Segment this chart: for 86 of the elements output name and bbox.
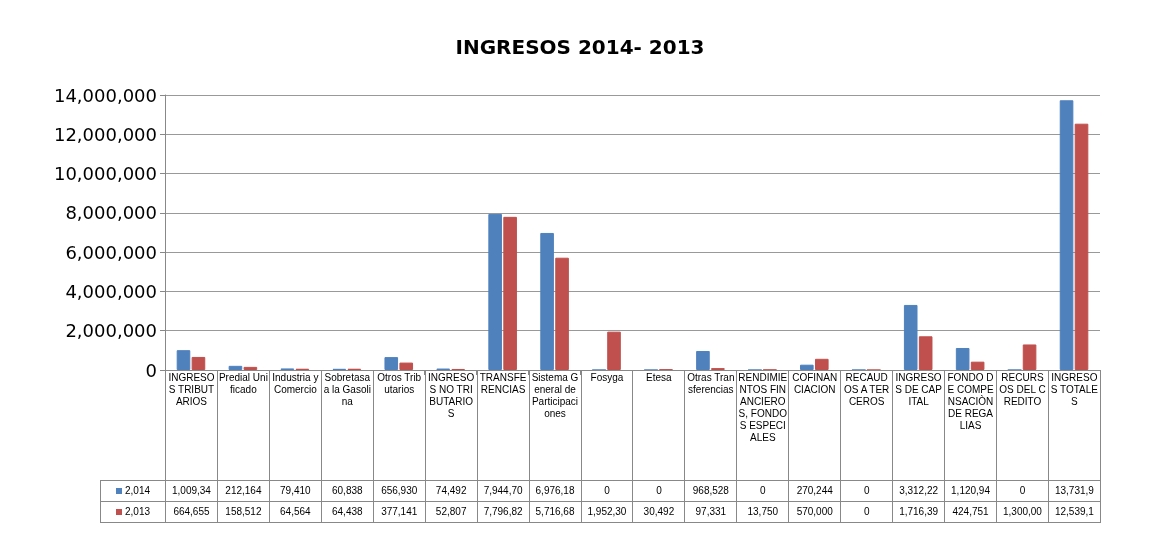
data-label: 1,300,00 xyxy=(996,501,1049,523)
data-label: 1,009,34 xyxy=(165,480,218,502)
y-tick-label: 2,000,000 xyxy=(65,320,157,342)
x-tick-label: Sobretasa a la Gasolina xyxy=(321,370,374,481)
data-label: 13,750 xyxy=(736,501,789,523)
data-label: 60,838 xyxy=(321,480,374,502)
y-tick-label: 10,000,000 xyxy=(53,163,157,185)
data-label: 377,141 xyxy=(373,501,426,523)
data-label: 158,512 xyxy=(217,501,270,523)
bar xyxy=(918,336,933,370)
data-label: 12,539,1 xyxy=(1048,501,1101,523)
chart-title: INGRESOS 2014- 2013 xyxy=(455,35,705,59)
data-label: 64,564 xyxy=(269,501,322,523)
bar xyxy=(191,356,206,370)
x-tick-label: Otros Tributarios xyxy=(373,370,426,481)
data-label: 52,807 xyxy=(425,501,478,523)
y-tick-label: 0 xyxy=(145,359,157,381)
data-label: 0 xyxy=(736,480,789,502)
x-tick-label: Industria y Comercio xyxy=(269,370,322,481)
data-label: 30,492 xyxy=(632,501,685,523)
bar xyxy=(1022,344,1037,370)
data-label: 3,312,22 xyxy=(892,480,945,502)
data-label: 0 xyxy=(840,480,893,502)
bar xyxy=(540,232,554,370)
x-tick-label: INGRESOS DE CAPITAL xyxy=(892,370,945,481)
data-label: 656,930 xyxy=(373,480,426,502)
bar xyxy=(696,350,710,370)
data-label: 968,528 xyxy=(684,480,737,502)
x-tick-label: Etesa xyxy=(632,370,685,481)
data-label: 7,796,82 xyxy=(477,501,530,523)
bar xyxy=(1059,100,1074,370)
x-tick-label: Predial Unificado xyxy=(217,370,270,481)
data-label: 7,944,70 xyxy=(477,480,530,502)
bar xyxy=(228,365,243,370)
bar xyxy=(399,362,414,370)
x-tick-label: Otras Transferencias xyxy=(684,370,737,481)
x-tick-label: COFINANCIACION xyxy=(788,370,841,481)
y-tick-label: 6,000,000 xyxy=(65,241,157,263)
bar xyxy=(607,331,621,370)
data-label: 97,331 xyxy=(684,501,737,523)
bar xyxy=(555,257,569,370)
y-tick-label: 8,000,000 xyxy=(65,202,157,224)
x-tick-label: TRANSFERENCIAS xyxy=(477,370,530,481)
bar xyxy=(814,358,829,370)
bar xyxy=(384,357,399,370)
x-tick-label: FONDO DE COMPENSACIÒN DE REGALIAS xyxy=(944,370,997,481)
bar xyxy=(970,361,985,370)
bar xyxy=(243,366,258,370)
data-label: 64,438 xyxy=(321,501,374,523)
data-label: 270,244 xyxy=(788,480,841,502)
bar xyxy=(176,350,191,370)
data-label: 1,716,39 xyxy=(892,501,945,523)
data-label: 13,731,9 xyxy=(1048,480,1101,502)
x-tick-label: Fosyga xyxy=(581,370,633,481)
data-label: 424,751 xyxy=(944,501,997,523)
x-tick-label: RECAUDOS A TERCEROS xyxy=(840,370,893,481)
x-tick-label: Sistema General de Participaciones xyxy=(529,370,581,481)
legend-label: 2,013 xyxy=(100,501,166,523)
data-label: 664,655 xyxy=(165,501,218,523)
y-tick-label: 4,000,000 xyxy=(65,280,157,302)
bar xyxy=(1074,123,1089,370)
data-label: 0 xyxy=(581,480,633,502)
legend-label: 2,014 xyxy=(100,480,166,502)
data-label: 5,716,68 xyxy=(529,501,581,523)
bar xyxy=(503,216,517,370)
data-label: 0 xyxy=(840,501,893,523)
data-label: 0 xyxy=(996,480,1049,502)
data-label: 1,120,94 xyxy=(944,480,997,502)
bar xyxy=(903,304,918,370)
x-tick-label: RECURSOS DEL CREDITO xyxy=(996,370,1049,481)
data-label: 6,976,18 xyxy=(529,480,581,502)
data-label: 74,492 xyxy=(425,480,478,502)
data-label: 212,164 xyxy=(217,480,270,502)
data-label: 79,410 xyxy=(269,480,322,502)
x-tick-label: RENDIMIENTOS FINANCIEROS, FONDOS ESPECIALES xyxy=(736,370,789,481)
x-tick-label: INGRESOS TOTALES xyxy=(1048,370,1101,481)
data-label: 570,000 xyxy=(788,501,841,523)
y-tick-label: 14,000,000 xyxy=(53,84,157,106)
bar xyxy=(488,213,502,370)
x-tick-label: INGRESOS NO TRIBUTARIOS xyxy=(425,370,478,481)
x-tick-label: INGRESOS TRIBUTARIOS xyxy=(165,370,218,481)
bar xyxy=(955,347,970,370)
data-label: 1,952,30 xyxy=(581,501,633,523)
y-tick-label: 12,000,000 xyxy=(53,123,157,145)
bar xyxy=(800,364,814,370)
data-label: 0 xyxy=(632,480,685,502)
